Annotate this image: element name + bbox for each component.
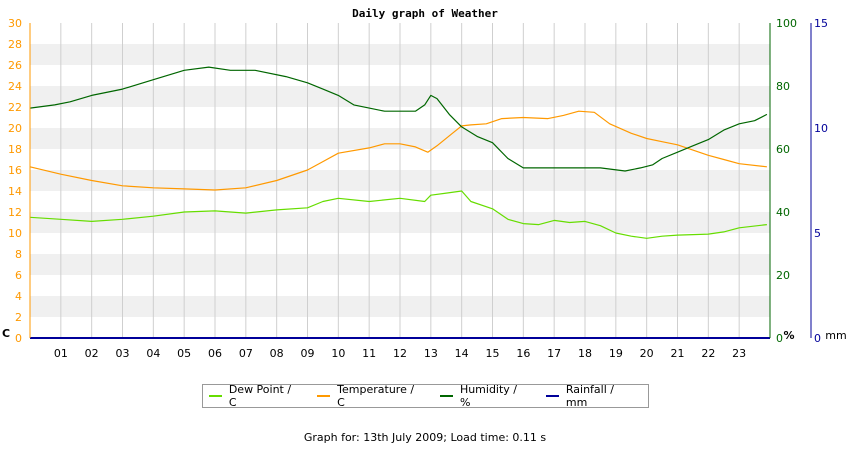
x-tick-label: 09 (301, 347, 315, 360)
legend-swatch-temperature (317, 395, 331, 397)
right-axis-unit-percent: % (783, 329, 794, 342)
y-tick-label-right-percent: 100 (776, 17, 797, 30)
y-tick-label-left: 4 (15, 290, 22, 303)
x-tick-label: 15 (486, 347, 500, 360)
legend-label-dew-point: Dew Point / C (228, 383, 292, 409)
x-tick-label: 11 (362, 347, 376, 360)
y-tick-label-right-mm: 5 (814, 227, 821, 240)
y-tick-label-left: 0 (15, 332, 22, 345)
x-tick-label: 06 (208, 347, 222, 360)
y-tick-label-right-percent: 20 (776, 269, 790, 282)
x-tick-label: 12 (393, 347, 407, 360)
x-tick-label: 05 (177, 347, 191, 360)
graph-footer: Graph for: 13th July 2009; Load time: 0.… (303, 431, 547, 444)
x-tick-label: 17 (547, 347, 561, 360)
legend-swatch-dew-point (209, 395, 222, 397)
x-tick-label: 10 (331, 347, 345, 360)
chart-legend: Dew Point / C Temperature / C Humidity /… (202, 383, 649, 409)
x-tick-label: 20 (640, 347, 654, 360)
series-line-dew-point (29, 190, 767, 239)
y-tick-label-left: 12 (8, 206, 22, 219)
y-tick-label-left: 14 (8, 185, 22, 198)
series-line-temperature (29, 110, 767, 191)
x-tick-label: 23 (732, 347, 746, 360)
y-tick-label-left: 16 (8, 164, 22, 177)
x-tick-label: 19 (609, 347, 623, 360)
y-tick-label-left: 8 (15, 248, 22, 261)
x-tick-label: 22 (701, 347, 715, 360)
y-tick-label-left: 24 (8, 80, 22, 93)
x-tick-label: 04 (146, 347, 160, 360)
y-tick-label-left: 22 (8, 101, 22, 114)
x-tick-label: 03 (116, 347, 130, 360)
x-tick-label: 07 (239, 347, 253, 360)
y-tick-label-right-mm: 15 (814, 17, 828, 30)
x-tick-label: 14 (455, 347, 469, 360)
y-tick-label-right-percent: 80 (776, 80, 790, 93)
legend-item-dew-point: Dew Point / C (209, 383, 301, 409)
legend-swatch-humidity (440, 395, 453, 397)
series-line-humidity (29, 66, 768, 172)
right-axis-unit-mm: mm (825, 329, 846, 342)
x-tick-label: 18 (578, 347, 592, 360)
y-tick-label-right-percent: 60 (776, 143, 790, 156)
legend-label-rainfall: Rainfall / mm (565, 383, 614, 409)
y-tick-label-left: 26 (8, 59, 22, 72)
y-tick-label-right-mm: 0 (814, 332, 821, 345)
y-tick-label-right-mm: 10 (814, 122, 828, 135)
y-tick-label-left: 2 (15, 311, 22, 324)
x-tick-label: 02 (85, 347, 99, 360)
x-tick-label: 16 (516, 347, 530, 360)
chart-title: Daily graph of Weather (352, 7, 498, 20)
y-tick-label-left: 6 (15, 269, 22, 282)
y-tick-label-left: 18 (8, 143, 22, 156)
legend-swatch-rainfall (546, 395, 559, 397)
legend-item-humidity: Humidity / % (440, 383, 530, 409)
y-tick-label-left: 30 (8, 17, 22, 30)
legend-label-humidity: Humidity / % (459, 383, 518, 409)
y-tick-label-right-percent: 40 (776, 206, 790, 219)
y-tick-label-right-percent: 0 (776, 332, 783, 345)
y-tick-label-left: 20 (8, 122, 22, 135)
left-axis-unit: C (2, 327, 10, 340)
legend-label-temperature: Temperature / C (337, 383, 415, 409)
x-tick-label: 13 (424, 347, 438, 360)
x-tick-label: 01 (54, 347, 68, 360)
legend-item-rainfall: Rainfall / mm (546, 383, 638, 409)
x-tick-label: 21 (671, 347, 685, 360)
y-tick-label-left: 28 (8, 38, 22, 51)
legend-item-temperature: Temperature / C (317, 383, 424, 409)
x-tick-label: 08 (270, 347, 284, 360)
y-tick-label-left: 10 (8, 227, 22, 240)
